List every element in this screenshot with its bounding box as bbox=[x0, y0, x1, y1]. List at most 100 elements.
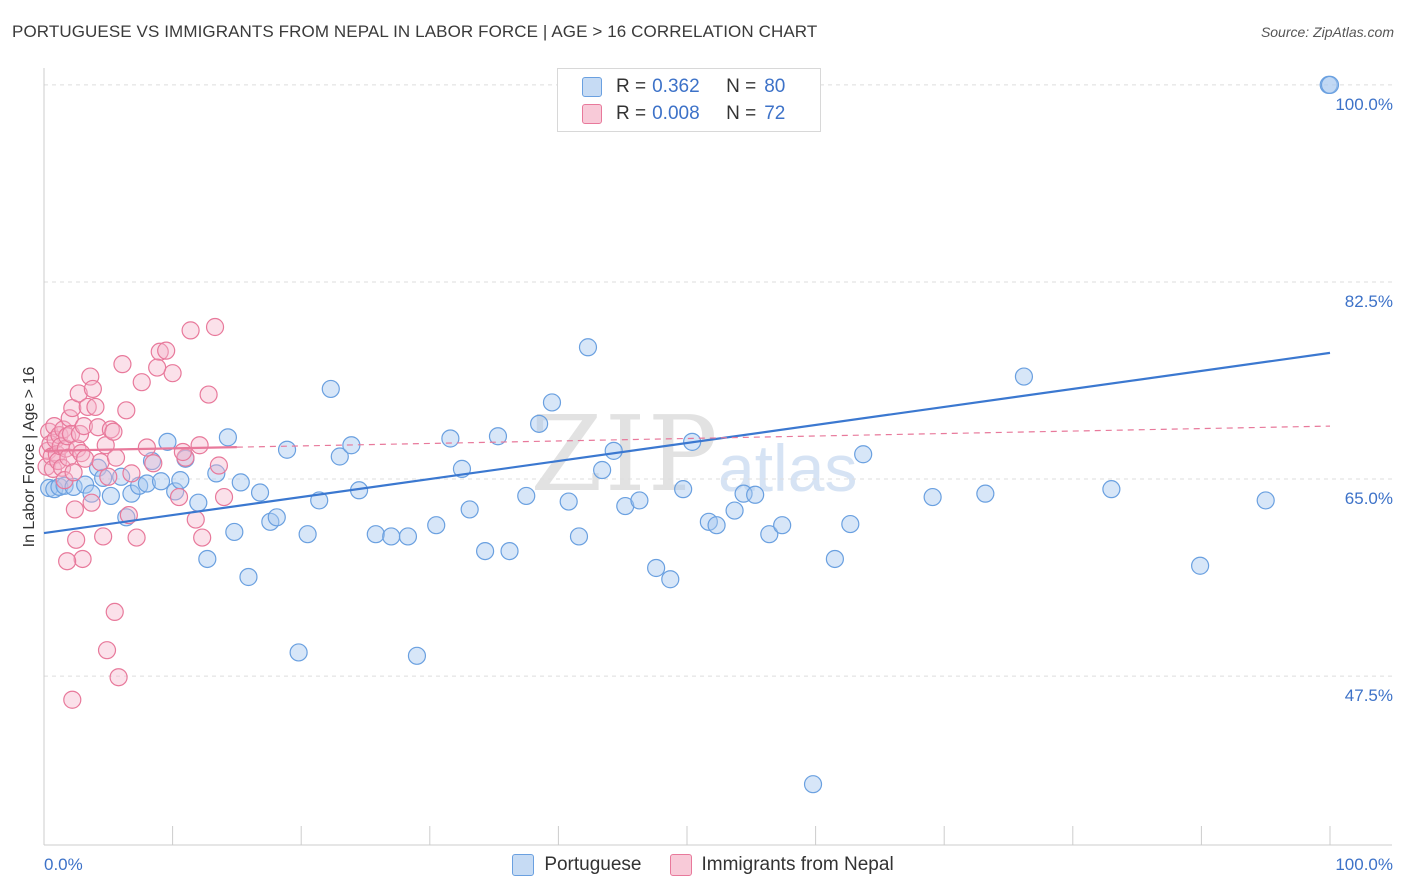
point-portuguese bbox=[674, 480, 693, 499]
point-nepal bbox=[106, 448, 126, 467]
y-tick-labels: 47.5% 65.0% 82.5% 100.0% bbox=[1335, 95, 1393, 705]
point-portuguese bbox=[923, 487, 942, 507]
point-portuguese bbox=[151, 472, 171, 491]
point-portuguese bbox=[460, 500, 479, 519]
point-portuguese bbox=[250, 483, 270, 502]
point-nepal bbox=[157, 341, 176, 360]
point-nepal bbox=[64, 463, 83, 482]
point-portuguese bbox=[517, 486, 536, 506]
point-nepal bbox=[63, 690, 82, 709]
point-nepal bbox=[83, 379, 102, 399]
point-portuguese bbox=[593, 460, 612, 480]
legend-n-value: 80 bbox=[764, 76, 786, 97]
point-portuguese bbox=[661, 570, 680, 589]
legend-swatch-portuguese bbox=[582, 77, 602, 97]
series-legend: Portuguese Immigrants from Nepal bbox=[0, 852, 1406, 878]
trend-line-portuguese bbox=[43, 351, 1331, 535]
point-portuguese bbox=[500, 541, 519, 561]
point-nepal bbox=[99, 467, 118, 486]
point-portuguese bbox=[854, 445, 873, 464]
point-portuguese bbox=[289, 643, 308, 662]
point-portuguese bbox=[1014, 367, 1034, 386]
point-portuguese bbox=[1102, 480, 1121, 499]
series-swatch-nepal bbox=[669, 854, 692, 876]
point-portuguese bbox=[542, 393, 562, 412]
legend-n-label: N = bbox=[726, 76, 757, 97]
point-portuguese bbox=[569, 527, 589, 546]
grid-lines bbox=[44, 84, 1392, 677]
point-portuguese bbox=[398, 527, 418, 546]
point-nepal bbox=[58, 552, 77, 571]
point-portuguese bbox=[239, 567, 258, 587]
point-nepal bbox=[214, 487, 234, 507]
point-portuguese bbox=[559, 492, 578, 511]
point-nepal bbox=[97, 641, 117, 660]
point-portuguese bbox=[321, 379, 340, 399]
point-portuguese bbox=[441, 429, 460, 448]
point-nepal bbox=[69, 384, 88, 403]
point-portuguese bbox=[267, 508, 286, 527]
point-portuguese bbox=[578, 338, 598, 357]
point-nepal bbox=[86, 397, 105, 417]
point-nepal bbox=[78, 397, 97, 417]
legend-r-value: 0.362 bbox=[652, 76, 700, 97]
series-legend-portuguese[interactable]: Portuguese bbox=[512, 854, 642, 876]
point-portuguese bbox=[604, 441, 623, 460]
watermark-zip: ZIP bbox=[530, 393, 719, 515]
y-tick-label: 82.5% bbox=[1345, 292, 1393, 311]
series-swatch-portuguese bbox=[512, 854, 535, 876]
point-portuguese bbox=[189, 493, 208, 512]
point-portuguese bbox=[407, 646, 427, 665]
point-portuguese bbox=[630, 491, 649, 510]
point-nepal bbox=[144, 454, 163, 473]
series-name-nepal: Immigrants from Nepal bbox=[701, 854, 894, 875]
point-nepal bbox=[117, 401, 136, 420]
point-portuguese bbox=[76, 475, 95, 494]
point-portuguese bbox=[330, 447, 349, 466]
point-portuguese bbox=[707, 516, 726, 535]
legend-n-value: 72 bbox=[764, 103, 786, 124]
point-nepal bbox=[101, 420, 120, 439]
point-nepal bbox=[205, 317, 225, 337]
point-nepal bbox=[105, 602, 124, 622]
point-nepal bbox=[132, 373, 151, 392]
series-legend-nepal[interactable]: Immigrants from Nepal bbox=[669, 854, 894, 876]
legend-swatch-nepal bbox=[582, 104, 602, 124]
series-name-portuguese: Portuguese bbox=[544, 854, 642, 875]
point-nepal bbox=[150, 342, 169, 361]
point-portuguese bbox=[277, 440, 297, 459]
point-nepal bbox=[163, 364, 182, 383]
point-nepal bbox=[94, 527, 113, 546]
legend-row-portuguese: R = 0.362 N = 80 bbox=[582, 74, 785, 100]
x-tick-label-max: 100.0% bbox=[1335, 855, 1393, 874]
trend-line-nepal bbox=[43, 446, 237, 452]
point-portuguese bbox=[171, 471, 190, 490]
point-portuguese bbox=[976, 484, 995, 503]
point-portuguese bbox=[225, 522, 244, 542]
point-portuguese bbox=[382, 527, 401, 546]
point-nepal bbox=[74, 416, 93, 436]
point-portuguese bbox=[760, 525, 779, 544]
point-portuguese bbox=[298, 525, 317, 544]
point-portuguese bbox=[427, 516, 446, 535]
legend-r-label: R = bbox=[616, 76, 647, 97]
point-nepal bbox=[193, 528, 212, 547]
y-axis-label: In Labor Force | Age > 16 bbox=[21, 367, 38, 548]
point-portuguese bbox=[475, 541, 495, 561]
point-portuguese bbox=[1191, 556, 1210, 575]
point-nepal bbox=[127, 528, 146, 547]
y-tick-label: 100.0% bbox=[1335, 95, 1393, 114]
point-nepal bbox=[181, 321, 200, 340]
point-portuguese bbox=[725, 501, 744, 520]
point-nepal bbox=[65, 500, 84, 519]
point-portuguese bbox=[218, 428, 237, 447]
x-tick-label-min: 0.0% bbox=[44, 855, 83, 874]
y-tick-label: 65.0% bbox=[1345, 489, 1393, 508]
point-nepal bbox=[173, 442, 192, 462]
point-nepal bbox=[209, 456, 228, 475]
point-portuguese bbox=[488, 427, 508, 446]
point-nepal bbox=[76, 449, 95, 468]
point-nepal bbox=[73, 549, 92, 569]
trend-lines bbox=[43, 351, 1331, 535]
